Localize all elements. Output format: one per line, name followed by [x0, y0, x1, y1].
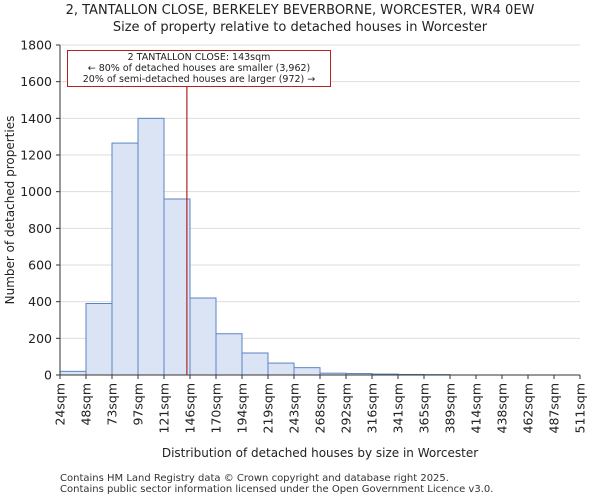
xtick-label-389sqm: 389sqm [443, 383, 458, 433]
ytick-label-1800: 1800 [20, 38, 52, 53]
xtick-label-194sqm: 194sqm [235, 383, 250, 433]
bar-194sqm [241, 352, 269, 376]
annotation-line-3: 20% of semi-detached houses are larger (… [82, 74, 316, 85]
bar-48sqm [85, 303, 113, 376]
ytick-label-200: 200 [28, 331, 52, 346]
chart-subtitle: Size of property relative to detached ho… [112, 20, 488, 35]
y-axis-label: Number of detached properties [3, 116, 17, 305]
y-tick-labels: 0 200 400 600 800 1000 1200 1400 1600 1800 [20, 38, 60, 383]
ytick-label-1400: 1400 [20, 111, 52, 126]
ytick-label-1600: 1600 [20, 74, 52, 89]
ytick-label-1000: 1000 [20, 184, 52, 199]
xtick-label-438sqm: 438sqm [495, 383, 510, 433]
xtick-label-97sqm: 97sqm [131, 383, 146, 426]
ytick-label-400: 400 [28, 294, 52, 309]
bar-73sqm [111, 142, 139, 376]
xtick-label-487sqm: 487sqm [547, 383, 562, 433]
annotation-line-2: ← 80% of detached houses are smaller (3,… [87, 63, 311, 74]
bar-146sqm [189, 297, 217, 376]
bars [59, 117, 451, 376]
xtick-label-170sqm: 170sqm [209, 383, 224, 433]
x-tick-labels: 24sqm 48sqm 73sqm 97sqm 121sqm 146sqm 170sqm 19… [53, 375, 588, 433]
bar-219sqm [267, 362, 295, 376]
xtick-label-414sqm: 414sqm [469, 383, 484, 433]
footer-licence: Contains public sector information licen… [60, 484, 494, 495]
xtick-label-292sqm: 292sqm [339, 383, 354, 433]
xtick-label-219sqm: 219sqm [261, 383, 276, 433]
bar-121sqm [163, 198, 191, 376]
xtick-label-341sqm: 341sqm [391, 383, 406, 433]
annotation-line-1: 2 TANTALLON CLOSE: 143sqm [127, 52, 271, 63]
footer-copyright: Contains HM Land Registry data © Crown c… [60, 473, 449, 484]
xtick-label-462sqm: 462sqm [521, 383, 536, 433]
xtick-label-146sqm: 146sqm [183, 383, 198, 433]
xtick-label-121sqm: 121sqm [157, 383, 172, 433]
xtick-label-24sqm: 24sqm [53, 383, 68, 426]
xtick-label-268sqm: 268sqm [313, 383, 328, 433]
chart-title: 2, TANTALLON CLOSE, BERKELEY BEVERBORNE,… [65, 3, 535, 18]
bar-97sqm [137, 117, 165, 376]
chart-title-block: 2, TANTALLON CLOSE, BERKELEY BEVERBORNE,… [0, 2, 600, 36]
bar-243sqm [293, 367, 321, 376]
bar-24sqm [59, 370, 87, 376]
ytick-label-800: 800 [28, 221, 52, 236]
xtick-label-316sqm: 316sqm [365, 383, 380, 433]
ytick-label-0: 0 [44, 368, 52, 383]
x-axis-label: Distribution of detached houses by size … [162, 446, 478, 460]
ytick-label-600: 600 [28, 258, 52, 273]
xtick-label-48sqm: 48sqm [79, 383, 94, 426]
annotation-box: 2 TANTALLON CLOSE: 143sqm ← 80% of detac… [67, 50, 331, 87]
xtick-label-365sqm: 365sqm [417, 383, 432, 433]
ytick-label-1200: 1200 [20, 148, 52, 163]
xtick-label-243sqm: 243sqm [287, 383, 302, 433]
bar-170sqm [215, 333, 243, 376]
xtick-label-73sqm: 73sqm [105, 383, 120, 426]
xtick-label-511sqm: 511sqm [573, 383, 588, 433]
